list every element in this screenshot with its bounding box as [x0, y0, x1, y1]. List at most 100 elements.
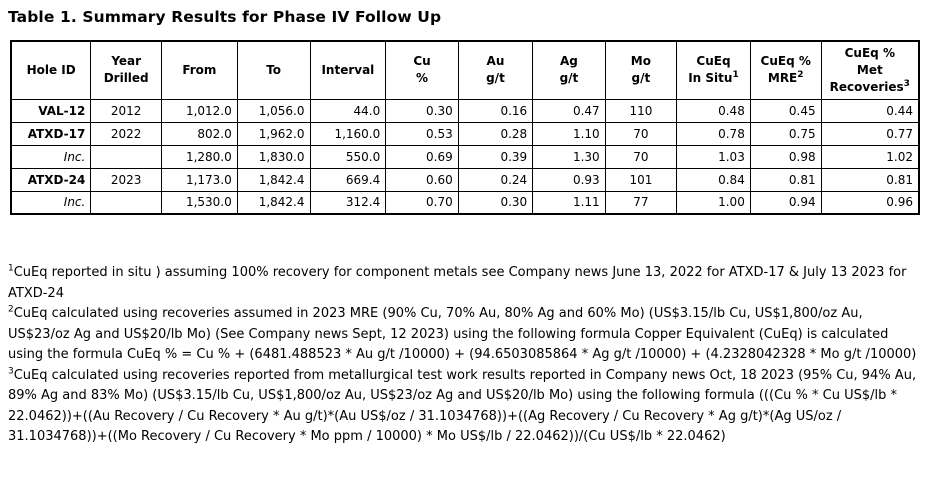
- table-row-hole: ATXD-17 2022 802.0 1,962.0 1,160.0 0.53 0.28 1.…: [10, 121, 920, 146]
- cell-cu-pct: 0.60: [385, 167, 459, 192]
- header-hole-id: Hole ID: [10, 40, 92, 100]
- cell-cueq-in-situ: 1.00: [676, 190, 751, 215]
- header-line: In Situ1: [688, 70, 739, 86]
- cell-hole-id: Inc.: [10, 144, 92, 169]
- cell-au-gpt: 0.30: [457, 190, 534, 215]
- cell-to: 1,056.0: [236, 98, 311, 123]
- cell-mo-gpt: 70: [604, 144, 678, 169]
- header-cueq-in-situ: CuEq In Situ1: [676, 40, 751, 100]
- header-cueq-mre: CuEq % MRE2: [749, 40, 822, 100]
- header-line: Year: [111, 54, 142, 69]
- footnote-ref-1: 1: [732, 70, 739, 81]
- header-line: %: [415, 71, 428, 86]
- cell-cueq-in-situ: 0.84: [676, 167, 751, 192]
- cell-cueq-mre: 0.94: [749, 190, 822, 215]
- footnote-ref-3: 3: [903, 78, 910, 89]
- footnote-marker-3: 3: [8, 366, 14, 377]
- cell-hole-id: ATXD-24: [10, 167, 92, 192]
- table-body: VAL-12 2012 1,012.0 1,056.0 44.0 0.30 0.16 0.47…: [10, 98, 920, 215]
- cell-year-drilled: [90, 190, 163, 215]
- cell-interval: 1,160.0: [309, 121, 387, 146]
- cell-cueq-mre: 0.98: [749, 144, 822, 169]
- cell-au-gpt: 0.24: [457, 167, 534, 192]
- header-from: From: [161, 40, 238, 100]
- header-line: CuEq %: [844, 46, 895, 61]
- cell-au-gpt: 0.28: [457, 121, 534, 146]
- cell-cueq-mre: 0.75: [749, 121, 822, 146]
- cell-interval: 669.4: [309, 167, 387, 192]
- table-row-included-interval: Inc. 1,530.0 1,842.4 312.4 0.70 0.30 1.11 77 1.0…: [10, 190, 920, 215]
- header-interval: Interval: [309, 40, 387, 100]
- cell-cueq-mre: 0.45: [749, 98, 822, 123]
- header-cu-pct: Cu%: [385, 40, 459, 100]
- header-ag-gpt: Ag g/t: [532, 40, 606, 100]
- header-line: Recoveries3: [829, 78, 910, 94]
- header-line: CuEq %: [760, 54, 811, 69]
- cell-ag-gpt: 0.93: [532, 167, 606, 192]
- page-title: Table 1. Summary Results for Phase IV Fo…: [8, 8, 442, 26]
- header-line: Au: [486, 54, 505, 69]
- footnote-3: 3CuEq calculated using recoveries report…: [8, 366, 922, 448]
- table-row-included-interval: Inc. 1,280.0 1,830.0 550.0 0.69 0.39 1.30 70 1.0…: [10, 144, 920, 169]
- cell-from: 1,012.0: [161, 98, 238, 123]
- cell-from: 1,530.0: [161, 190, 238, 215]
- header-line: Hole ID: [26, 62, 76, 77]
- table-header-row: Hole ID Year Drilled From To Interval Cu% Au g/t…: [10, 40, 920, 100]
- header-line: Cu: [413, 54, 431, 69]
- cell-year-drilled: 2022: [90, 121, 163, 146]
- page: Table 1. Summary Results for Phase IV Fo…: [8, 8, 922, 448]
- cell-cueq-mre: 0.81: [749, 167, 822, 192]
- header-line: Mo: [630, 54, 651, 69]
- footnote-text: CuEq calculated using recoveries assumed…: [8, 306, 917, 362]
- cell-ag-gpt: 1.10: [532, 121, 606, 146]
- cell-cueq-met-recoveries: 0.96: [820, 190, 920, 215]
- cell-from: 1,173.0: [161, 167, 238, 192]
- cell-to: 1,842.4: [236, 190, 311, 215]
- header-line: Drilled: [103, 71, 149, 86]
- cell-hole-id: ATXD-17: [10, 121, 92, 146]
- cell-cueq-met-recoveries: 0.81: [820, 167, 920, 192]
- header-line: CuEq: [696, 54, 731, 69]
- footnote-text: CuEq reported in situ ) assuming 100% re…: [8, 265, 907, 301]
- cell-cu-pct: 0.53: [385, 121, 459, 146]
- cell-mo-gpt: 101: [604, 167, 678, 192]
- cell-year-drilled: 2012: [90, 98, 163, 123]
- cell-interval: 550.0: [309, 144, 387, 169]
- cell-cueq-met-recoveries: 1.02: [820, 144, 920, 169]
- header-line: From: [182, 62, 217, 77]
- cell-to: 1,842.4: [236, 167, 311, 192]
- table-row-hole: VAL-12 2012 1,012.0 1,056.0 44.0 0.30 0.16 0.47…: [10, 98, 920, 123]
- footnote-marker-1: 1: [8, 263, 14, 274]
- cell-mo-gpt: 70: [604, 121, 678, 146]
- header-line: g/t: [559, 71, 579, 86]
- header-line: MRE2: [767, 70, 804, 86]
- cell-cueq-met-recoveries: 0.77: [820, 121, 920, 146]
- header-line: g/t: [631, 71, 651, 86]
- header-line: Interval: [321, 62, 375, 77]
- cell-ag-gpt: 1.30: [532, 144, 606, 169]
- cell-hole-id: VAL-12: [10, 98, 92, 123]
- summary-results-table: Hole ID Year Drilled From To Interval Cu% Au g/t…: [10, 40, 920, 215]
- cell-interval: 44.0: [309, 98, 387, 123]
- cell-cueq-in-situ: 1.03: [676, 144, 751, 169]
- header-cueq-met-recoveries: CuEq % Met Recoveries3: [820, 40, 920, 100]
- cell-year-drilled: 2023: [90, 167, 163, 192]
- cell-ag-gpt: 0.47: [532, 98, 606, 123]
- cell-cu-pct: 0.30: [385, 98, 459, 123]
- header-year-drilled: Year Drilled: [90, 40, 163, 100]
- header-line: To: [266, 62, 282, 77]
- cell-cu-pct: 0.70: [385, 190, 459, 215]
- header-to: To: [236, 40, 311, 100]
- cell-mo-gpt: 77: [604, 190, 678, 215]
- table-row-hole: ATXD-24 2023 1,173.0 1,842.4 669.4 0.60 0.24 0.…: [10, 167, 920, 192]
- cell-cueq-in-situ: 0.48: [676, 98, 751, 123]
- footnote-2: 2CuEq calculated using recoveries assume…: [8, 304, 922, 366]
- cell-to: 1,962.0: [236, 121, 311, 146]
- footnote-1: 1CuEq reported in situ ) assuming 100% r…: [8, 263, 922, 304]
- cell-au-gpt: 0.16: [457, 98, 534, 123]
- footnote-marker-2: 2: [8, 304, 14, 315]
- cell-hole-id: Inc.: [10, 190, 92, 215]
- cell-cu-pct: 0.69: [385, 144, 459, 169]
- cell-to: 1,830.0: [236, 144, 311, 169]
- cell-mo-gpt: 110: [604, 98, 678, 123]
